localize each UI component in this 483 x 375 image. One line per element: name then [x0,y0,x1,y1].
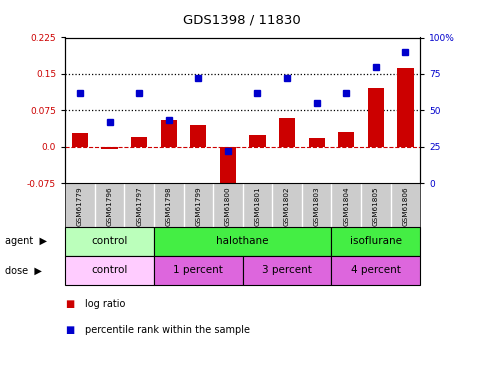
Text: GSM61798: GSM61798 [166,186,172,226]
Text: percentile rank within the sample: percentile rank within the sample [85,325,250,335]
Text: control: control [91,236,128,246]
Text: isoflurane: isoflurane [350,236,402,246]
Bar [131,137,147,147]
Bar [368,88,384,147]
Bar [65,256,154,285]
Text: dose  ▶: dose ▶ [5,266,42,276]
Text: control: control [91,266,128,276]
Bar [72,133,88,147]
Text: GSM61779: GSM61779 [77,186,83,226]
Text: ■: ■ [65,325,74,335]
Bar [279,118,295,147]
Text: halothane: halothane [216,236,269,246]
Text: GSM61796: GSM61796 [107,186,113,226]
Text: GSM61800: GSM61800 [225,186,231,226]
Bar [249,135,266,147]
Bar [338,132,355,147]
Text: GSM61805: GSM61805 [373,186,379,226]
Bar [331,227,420,256]
Bar [101,147,118,149]
Bar [65,227,154,256]
Bar [309,138,325,147]
Text: GSM61802: GSM61802 [284,186,290,226]
Bar [242,256,331,285]
Text: GDS1398 / 11830: GDS1398 / 11830 [183,13,300,26]
Text: 4 percent: 4 percent [351,266,401,276]
Bar [331,256,420,285]
Bar [161,120,177,147]
Text: agent  ▶: agent ▶ [5,236,47,246]
Text: log ratio: log ratio [85,299,125,309]
Text: GSM61804: GSM61804 [343,186,349,226]
Bar [398,68,413,147]
Text: GSM61799: GSM61799 [195,186,201,226]
Text: GSM61801: GSM61801 [255,186,260,226]
Text: 1 percent: 1 percent [173,266,223,276]
Bar [220,147,236,193]
Text: GSM61803: GSM61803 [313,186,320,226]
Text: ■: ■ [65,299,74,309]
Bar [154,256,243,285]
Bar [154,227,331,256]
Bar [190,125,206,147]
Text: GSM61806: GSM61806 [402,186,409,226]
Text: GSM61797: GSM61797 [136,186,142,226]
Text: 3 percent: 3 percent [262,266,312,276]
